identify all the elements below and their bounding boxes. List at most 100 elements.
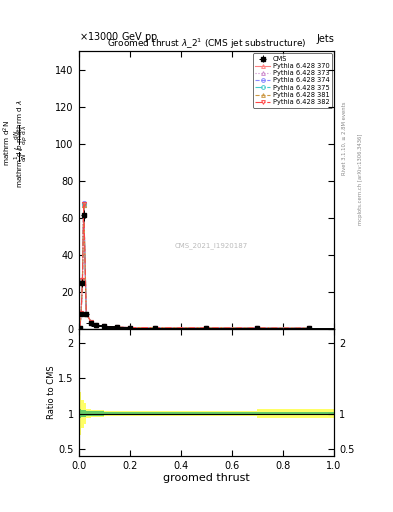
Pythia 6.428 375 — [81, 201, 86, 207]
Pythia 6.428 375 — [89, 319, 94, 326]
Bar — [104, 411, 130, 416]
Pythia 6.428 373 — [89, 319, 94, 326]
Pythia 6.428 375 — [115, 324, 119, 330]
Line: Pythia 6.428 382: Pythia 6.428 382 — [78, 202, 310, 330]
Bar — [104, 412, 130, 415]
Pythia 6.428 370 — [115, 324, 119, 330]
Pythia 6.428 373 — [153, 325, 158, 331]
Pythia 6.428 370 — [84, 310, 89, 316]
Pythia 6.428 374 — [89, 319, 94, 326]
Pythia 6.428 374 — [102, 323, 107, 329]
Legend: CMS, Pythia 6.428 370, Pythia 6.428 373, Pythia 6.428 374, Pythia 6.428 375, Pyt: CMS, Pythia 6.428 370, Pythia 6.428 373,… — [253, 53, 332, 108]
Pythia 6.428 382 — [204, 325, 209, 331]
Pythia 6.428 382 — [94, 322, 99, 328]
Pythia 6.428 381 — [94, 322, 99, 328]
Pythia 6.428 375 — [77, 325, 82, 331]
Pythia 6.428 381 — [84, 310, 89, 316]
Pythia 6.428 373 — [77, 325, 82, 331]
Bar — [79, 393, 81, 435]
Pythia 6.428 375 — [153, 325, 158, 331]
Pythia 6.428 375 — [127, 325, 132, 331]
Pythia 6.428 373 — [102, 323, 107, 329]
Pythia 6.428 370 — [79, 310, 84, 316]
Text: Jets: Jets — [316, 33, 334, 44]
Pythia 6.428 375 — [306, 325, 311, 331]
Pythia 6.428 373 — [94, 322, 99, 328]
Bar — [81, 410, 84, 417]
Bar — [91, 410, 104, 417]
Text: Rivet 3.1.10, ≥ 2.8M events: Rivet 3.1.10, ≥ 2.8M events — [342, 101, 347, 175]
Bar — [257, 412, 334, 415]
Pythia 6.428 375 — [84, 310, 89, 316]
Pythia 6.428 373 — [204, 325, 209, 331]
Pythia 6.428 381 — [80, 277, 85, 283]
Bar — [257, 409, 334, 418]
Pythia 6.428 382 — [255, 325, 260, 331]
Pythia 6.428 382 — [77, 325, 82, 331]
Pythia 6.428 373 — [80, 277, 85, 283]
Text: CMS_2021_I1920187: CMS_2021_I1920187 — [175, 243, 248, 249]
Pythia 6.428 381 — [127, 325, 132, 331]
Pythia 6.428 382 — [153, 325, 158, 331]
Bar — [91, 412, 104, 416]
Line: Pythia 6.428 381: Pythia 6.428 381 — [78, 203, 310, 330]
Line: Pythia 6.428 373: Pythia 6.428 373 — [78, 203, 310, 330]
Bar — [155, 412, 206, 415]
Text: $\times$13000 GeV pp: $\times$13000 GeV pp — [79, 30, 158, 44]
Pythia 6.428 373 — [115, 324, 119, 330]
Pythia 6.428 373 — [79, 310, 84, 316]
Pythia 6.428 374 — [79, 310, 84, 316]
Pythia 6.428 374 — [153, 325, 158, 331]
Pythia 6.428 370 — [80, 277, 85, 283]
Pythia 6.428 381 — [77, 325, 82, 331]
Pythia 6.428 381 — [79, 310, 84, 316]
Pythia 6.428 374 — [306, 325, 311, 331]
Pythia 6.428 375 — [94, 322, 99, 328]
Pythia 6.428 370 — [94, 322, 99, 328]
Pythia 6.428 374 — [81, 200, 86, 206]
Pythia 6.428 373 — [84, 310, 89, 316]
Pythia 6.428 370 — [306, 325, 311, 331]
Pythia 6.428 375 — [79, 310, 84, 316]
Pythia 6.428 375 — [80, 277, 85, 283]
Pythia 6.428 370 — [127, 325, 132, 331]
Bar — [130, 412, 155, 416]
Bar — [130, 412, 155, 415]
Text: mcplots.cern.ch [arXiv:1306.3436]: mcplots.cern.ch [arXiv:1306.3436] — [358, 134, 363, 225]
Pythia 6.428 381 — [153, 325, 158, 331]
Pythia 6.428 374 — [115, 324, 119, 330]
Pythia 6.428 374 — [127, 325, 132, 331]
Pythia 6.428 373 — [255, 325, 260, 331]
Pythia 6.428 374 — [94, 322, 99, 328]
Pythia 6.428 375 — [102, 323, 107, 329]
Pythia 6.428 370 — [153, 325, 158, 331]
Pythia 6.428 373 — [127, 325, 132, 331]
Line: Pythia 6.428 375: Pythia 6.428 375 — [78, 202, 310, 330]
Bar — [206, 411, 257, 416]
Pythia 6.428 382 — [80, 277, 85, 283]
Pythia 6.428 382 — [115, 324, 119, 330]
Line: Pythia 6.428 374: Pythia 6.428 374 — [78, 201, 310, 330]
Pythia 6.428 381 — [204, 325, 209, 331]
Pythia 6.428 370 — [89, 319, 94, 326]
Pythia 6.428 382 — [79, 310, 84, 316]
Pythia 6.428 374 — [77, 325, 82, 331]
X-axis label: groomed thrust: groomed thrust — [163, 473, 250, 483]
Pythia 6.428 382 — [102, 323, 107, 329]
Pythia 6.428 374 — [80, 277, 85, 283]
Pythia 6.428 375 — [255, 325, 260, 331]
Pythia 6.428 370 — [204, 325, 209, 331]
Pythia 6.428 370 — [102, 323, 107, 329]
Pythia 6.428 370 — [255, 325, 260, 331]
Bar — [84, 403, 86, 424]
Text: $\frac{1}{\mathrm{d}N}$ / $\frac{\mathrm{d}N}{\mathrm{d}\,p\ \mathrm{d}\,\lambda: $\frac{1}{\mathrm{d}N}$ / $\frac{\mathrm… — [13, 124, 30, 162]
Pythia 6.428 381 — [81, 202, 86, 208]
Pythia 6.428 382 — [81, 201, 86, 207]
Bar — [86, 409, 91, 418]
Pythia 6.428 374 — [204, 325, 209, 331]
Bar — [84, 410, 86, 417]
Pythia 6.428 375 — [204, 325, 209, 331]
Pythia 6.428 382 — [127, 325, 132, 331]
Bar — [79, 409, 81, 418]
Pythia 6.428 370 — [77, 325, 82, 331]
